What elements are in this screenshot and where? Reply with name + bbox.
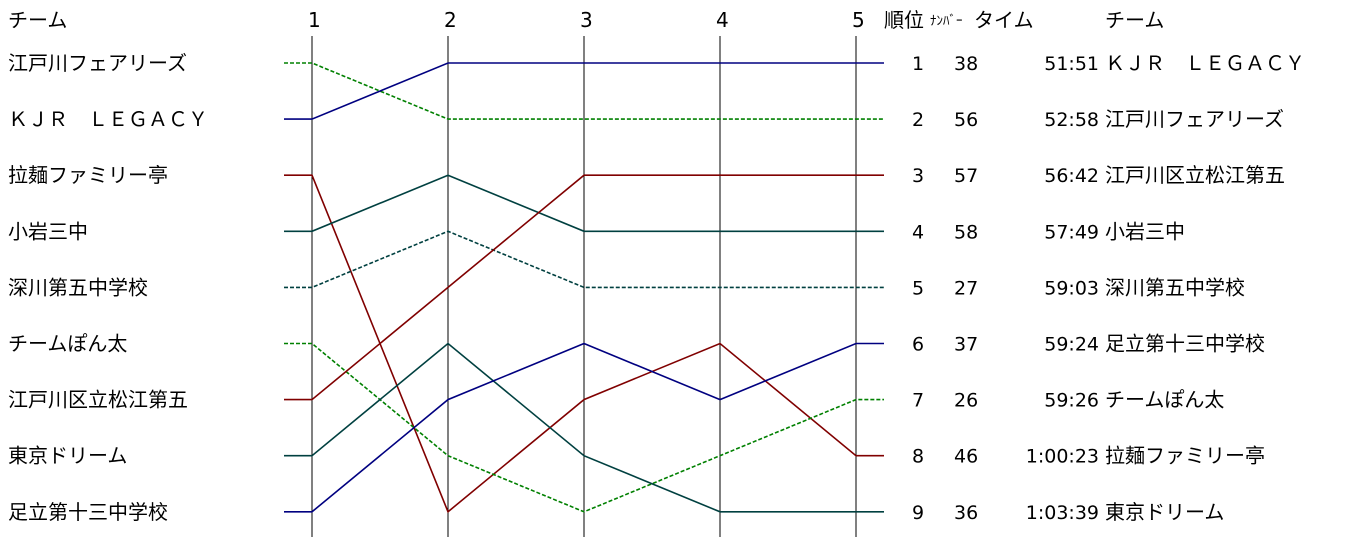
header-rank: 順位 bbox=[884, 8, 924, 32]
header-time: タイム bbox=[974, 8, 1034, 32]
left-team-label: チームぽん太 bbox=[8, 332, 127, 356]
series-line bbox=[284, 342, 884, 513]
x-tick-labels: 1 2 3 4 5 bbox=[308, 8, 865, 32]
result-time: 59:24 bbox=[1044, 334, 1099, 356]
x-tick-label: 4 bbox=[716, 8, 729, 32]
result-bib: 56 bbox=[954, 109, 978, 131]
x-tick-label: 3 bbox=[580, 8, 593, 32]
result-team: 東京ドリーム bbox=[1105, 500, 1224, 524]
series-line bbox=[284, 230, 884, 289]
left-team-label: ＫＪＲ ＬＥＧＡＣＹ bbox=[8, 107, 208, 131]
result-time: 56:42 bbox=[1044, 165, 1099, 187]
result-rank: 3 bbox=[912, 165, 924, 187]
result-team: 江戸川区立松江第五 bbox=[1105, 163, 1285, 187]
series-lines bbox=[284, 62, 884, 514]
series-line bbox=[284, 342, 884, 513]
result-time: 1:00:23 bbox=[1026, 446, 1099, 468]
series-line bbox=[284, 174, 884, 401]
result-time: 59:03 bbox=[1044, 277, 1099, 299]
result-team: 足立第十三中学校 bbox=[1105, 332, 1265, 356]
series-line bbox=[284, 174, 884, 233]
result-team: チームぽん太 bbox=[1105, 388, 1224, 412]
x-tick-label: 1 bbox=[308, 8, 321, 32]
result-bib: 46 bbox=[954, 446, 978, 468]
x-tick-label: 5 bbox=[852, 8, 865, 32]
vertical-gridlines bbox=[311, 36, 857, 537]
result-rank: 9 bbox=[912, 502, 924, 524]
series-line bbox=[284, 342, 884, 513]
result-rank: 8 bbox=[912, 446, 924, 468]
result-team: ＫＪＲ ＬＥＧＡＣＹ bbox=[1105, 51, 1305, 75]
result-team: 拉麺ファミリー亭 bbox=[1105, 444, 1265, 468]
left-team-labels: 江戸川フェアリーズ ＫＪＲ ＬＥＧＡＣＹ 拉麺ファミリー亭小岩三中深川第五中学校チー… bbox=[8, 51, 208, 524]
result-team: 江戸川フェアリーズ bbox=[1105, 107, 1284, 131]
result-rank: 1 bbox=[912, 53, 924, 75]
result-time: 51:51 bbox=[1044, 53, 1099, 75]
x-tick-label: 2 bbox=[444, 8, 457, 32]
result-rank: 2 bbox=[912, 109, 924, 131]
result-bib: 26 bbox=[954, 390, 978, 412]
left-team-label: 足立第十三中学校 bbox=[8, 500, 168, 524]
left-team-label: 小岩三中 bbox=[8, 219, 88, 243]
result-time: 57:49 bbox=[1044, 221, 1099, 243]
left-team-label: 江戸川フェアリーズ bbox=[8, 51, 187, 75]
result-rank: 5 bbox=[912, 277, 924, 299]
left-team-label: 東京ドリーム bbox=[8, 444, 127, 468]
header-bib: ﾅﾝﾊﾞｰ bbox=[930, 14, 963, 29]
result-bib: 36 bbox=[954, 502, 978, 524]
result-bib: 37 bbox=[954, 334, 978, 356]
result-team: 深川第五中学校 bbox=[1105, 275, 1245, 299]
result-bib: 57 bbox=[954, 165, 978, 187]
series-line bbox=[284, 62, 884, 120]
series-line bbox=[284, 62, 884, 120]
left-team-label: 江戸川区立松江第五 bbox=[8, 388, 188, 412]
result-time: 59:26 bbox=[1044, 390, 1099, 412]
result-rank: 4 bbox=[912, 221, 924, 243]
header-team-left: チーム bbox=[8, 8, 67, 32]
left-team-label: 拉麺ファミリー亭 bbox=[8, 163, 168, 187]
left-team-label: 深川第五中学校 bbox=[8, 275, 148, 299]
series-line bbox=[284, 174, 884, 514]
result-team: 小岩三中 bbox=[1105, 219, 1185, 243]
header-team-right: チーム bbox=[1105, 8, 1164, 32]
result-time: 1:03:39 bbox=[1026, 502, 1099, 524]
result-bib: 58 bbox=[954, 221, 978, 243]
result-bib: 27 bbox=[954, 277, 978, 299]
result-rank: 6 bbox=[912, 334, 924, 356]
result-bib: 38 bbox=[954, 53, 978, 75]
result-rank: 7 bbox=[912, 390, 924, 412]
result-time: 52:58 bbox=[1044, 109, 1099, 131]
